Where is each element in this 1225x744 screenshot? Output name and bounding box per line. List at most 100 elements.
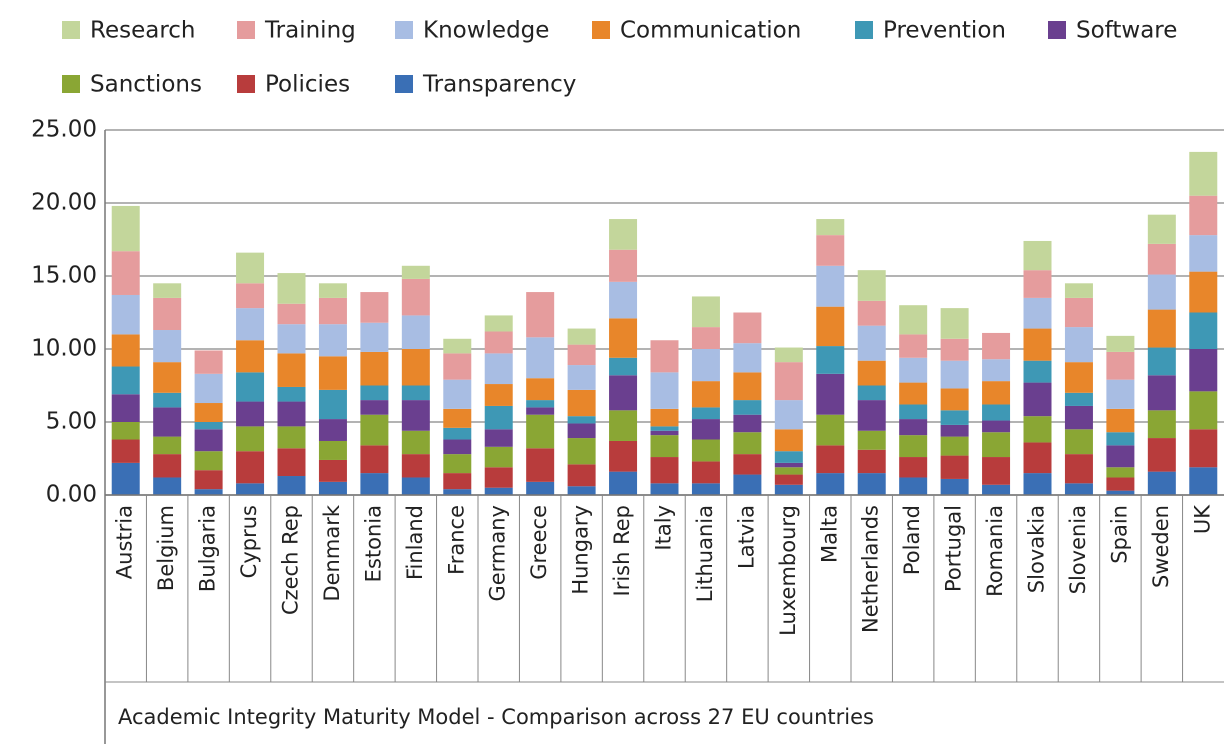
bar-segment (484, 315, 513, 332)
bar-segment (857, 325, 886, 361)
legend-swatch (237, 21, 255, 39)
bar-segment (650, 457, 679, 484)
bar-segment (484, 331, 513, 354)
bar-segment (401, 278, 430, 316)
bar-segment (443, 379, 472, 409)
bar-segment (857, 400, 886, 431)
legend-label: Software (1076, 18, 1177, 44)
bar-segment (194, 429, 223, 452)
x-tick-label: Italy (652, 505, 676, 551)
bar-segment (484, 384, 513, 406)
bar-segment (1189, 235, 1218, 272)
bar-segment (982, 381, 1011, 405)
bar-segment (691, 439, 720, 462)
bar-segment (940, 410, 969, 425)
bar-segment (318, 419, 347, 441)
y-tick-label: 0.00 (46, 482, 97, 508)
bar-segment (360, 414, 389, 446)
bar-segment (360, 322, 389, 352)
bar-segment (899, 419, 928, 436)
bar-segment (526, 407, 555, 415)
bar-segment (484, 446, 513, 468)
y-tick-label: 20.00 (31, 190, 97, 216)
bar-segment (526, 337, 555, 379)
bar-segment (1147, 375, 1176, 411)
bar-segment (733, 454, 762, 475)
bar-segment (443, 489, 472, 495)
bar-segment (318, 440, 347, 460)
bar-segment (443, 338, 472, 354)
x-tick-label: Lithuania (693, 505, 717, 602)
bar-segment (774, 400, 803, 430)
bar-segment (940, 308, 969, 339)
bar-segment (609, 410, 638, 441)
bar-segment (733, 372, 762, 401)
x-tick-label: Spain (1107, 505, 1131, 564)
bar-segment (153, 330, 182, 363)
bar-segment (816, 306, 845, 347)
legend-swatch (395, 21, 413, 39)
bar-segment (899, 334, 928, 358)
bar-segment (401, 349, 430, 386)
legend-swatch (855, 21, 873, 39)
bar-segment (1147, 309, 1176, 348)
x-tick-label: Greece (527, 505, 551, 580)
bar-segment (111, 422, 140, 440)
bar-segment (277, 401, 306, 427)
bar-segment (360, 445, 389, 474)
bar-segment (277, 353, 306, 387)
y-tick-label: 15.00 (31, 263, 97, 289)
bar-segment (857, 300, 886, 326)
bar-segment (1189, 312, 1218, 349)
bar-segment (774, 462, 803, 468)
bar-segment (1023, 442, 1052, 474)
bar-segment (609, 471, 638, 495)
bar-segment (194, 373, 223, 404)
bar-segment (650, 435, 679, 458)
bar-segment (318, 324, 347, 357)
bar-segment (733, 474, 762, 495)
bar-segment (567, 389, 596, 417)
bar-segment (899, 477, 928, 495)
x-tick-label: Poland (900, 505, 924, 575)
bar-segment (526, 292, 555, 338)
bar-segment (153, 477, 182, 495)
legend-label: Knowledge (423, 18, 549, 44)
bar-segment (360, 385, 389, 401)
bar-segment (691, 461, 720, 484)
bar-segment (567, 423, 596, 439)
bar-segment (1189, 391, 1218, 430)
bar-segment (1106, 335, 1135, 352)
bar-segment (153, 297, 182, 331)
bar-segment (691, 419, 720, 440)
bar-segment (567, 344, 596, 366)
bar-segment (1064, 362, 1093, 393)
bar-segment (1147, 471, 1176, 495)
bar-segment (153, 436, 182, 455)
bar-segment (567, 464, 596, 487)
bar-segment (691, 407, 720, 420)
bar-segment (443, 473, 472, 490)
bar-segment (650, 483, 679, 495)
bar-segment (1106, 467, 1135, 478)
bar-segment (1064, 429, 1093, 455)
bar-segment (111, 462, 140, 495)
bar-segment (1064, 392, 1093, 406)
bar-segment (401, 315, 430, 349)
bar-segment (443, 439, 472, 455)
x-tick-label: Finland (403, 505, 427, 580)
bar-segment (1147, 410, 1176, 439)
bar-segment (940, 455, 969, 479)
bar-segment (650, 430, 679, 436)
bar-segment (940, 388, 969, 411)
legend-label: Research (90, 18, 196, 44)
bar-segment (194, 422, 223, 430)
bar-segment (1189, 429, 1218, 468)
bar-segment (277, 476, 306, 495)
bar-segment (236, 451, 265, 484)
bar-segment (236, 401, 265, 427)
legend-swatch (237, 75, 255, 93)
bar-segment (899, 382, 928, 405)
bar-segment (899, 357, 928, 383)
bar-segment (774, 347, 803, 363)
